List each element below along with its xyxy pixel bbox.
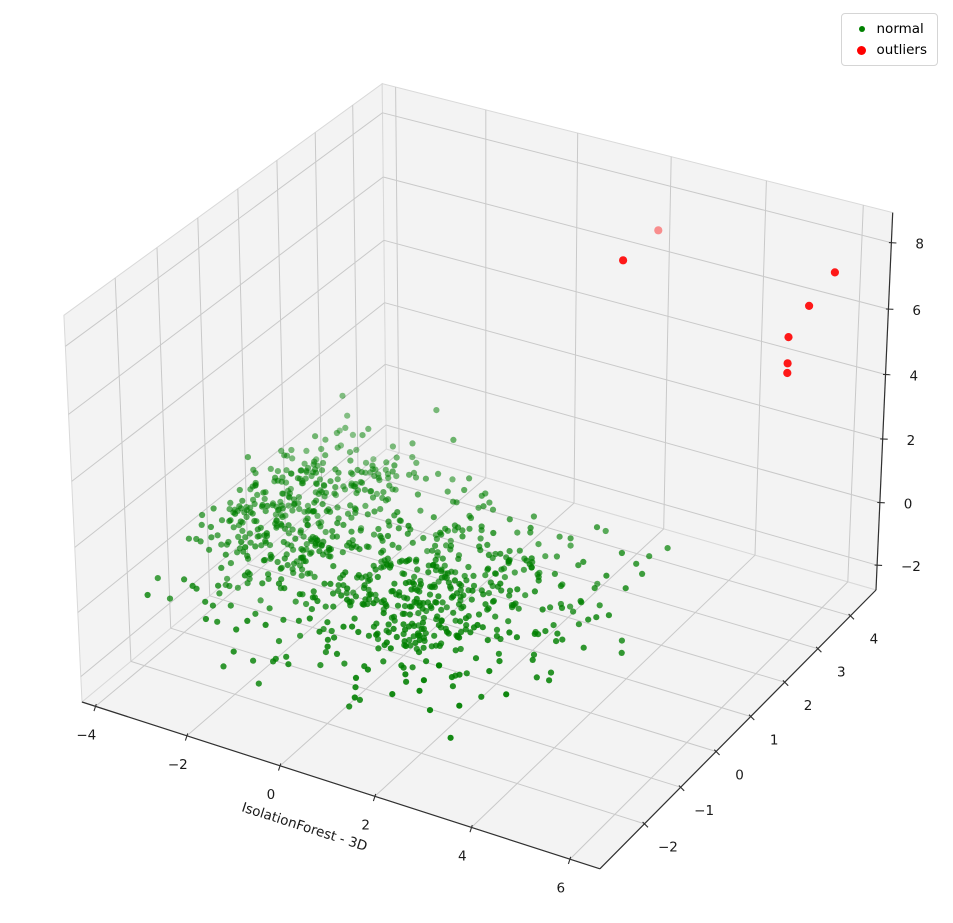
svg-text:−4: −4 <box>76 728 96 744</box>
outlier-points <box>619 226 840 378</box>
legend-label-normal: normal <box>876 21 924 37</box>
svg-text:3: 3 <box>837 665 846 681</box>
axis-ticks <box>93 242 897 865</box>
tick-labels: −4 −2 0 2 4 6 −2 −1 0 1 2 3 4 −2 0 2 4 6 8 <box>76 237 924 897</box>
x-axis-label: IsolationForest - 3D <box>240 800 370 855</box>
svg-text:4: 4 <box>870 632 879 648</box>
svg-text:0: 0 <box>735 767 744 783</box>
svg-text:−2: −2 <box>658 840 678 856</box>
svg-text:0: 0 <box>267 787 276 803</box>
legend-marker-box <box>849 45 875 55</box>
svg-text:0: 0 <box>904 496 913 512</box>
svg-text:8: 8 <box>915 237 924 253</box>
legend: normal outliers <box>840 13 938 66</box>
normal-points <box>144 392 671 741</box>
svg-text:2: 2 <box>804 698 813 714</box>
svg-text:−1: −1 <box>694 803 714 819</box>
svg-text:6: 6 <box>912 303 921 319</box>
axis-lines <box>81 212 894 870</box>
outliers-marker-icon <box>857 45 866 55</box>
svg-text:6: 6 <box>557 880 566 896</box>
svg-text:2: 2 <box>907 433 916 449</box>
legend-item-outliers: outliers <box>849 40 928 60</box>
svg-text:−2: −2 <box>168 757 188 773</box>
svg-text:4: 4 <box>458 849 467 865</box>
grid-lines <box>65 87 892 860</box>
legend-marker-box <box>849 26 875 32</box>
svg-text:−2: −2 <box>901 559 921 575</box>
normal-marker-icon <box>858 26 865 32</box>
legend-item-normal: normal <box>849 19 928 39</box>
legend-label-outliers: outliers <box>876 42 928 58</box>
svg-text:4: 4 <box>910 368 919 384</box>
svg-text:1: 1 <box>770 732 779 748</box>
svg-text:2: 2 <box>361 818 370 834</box>
